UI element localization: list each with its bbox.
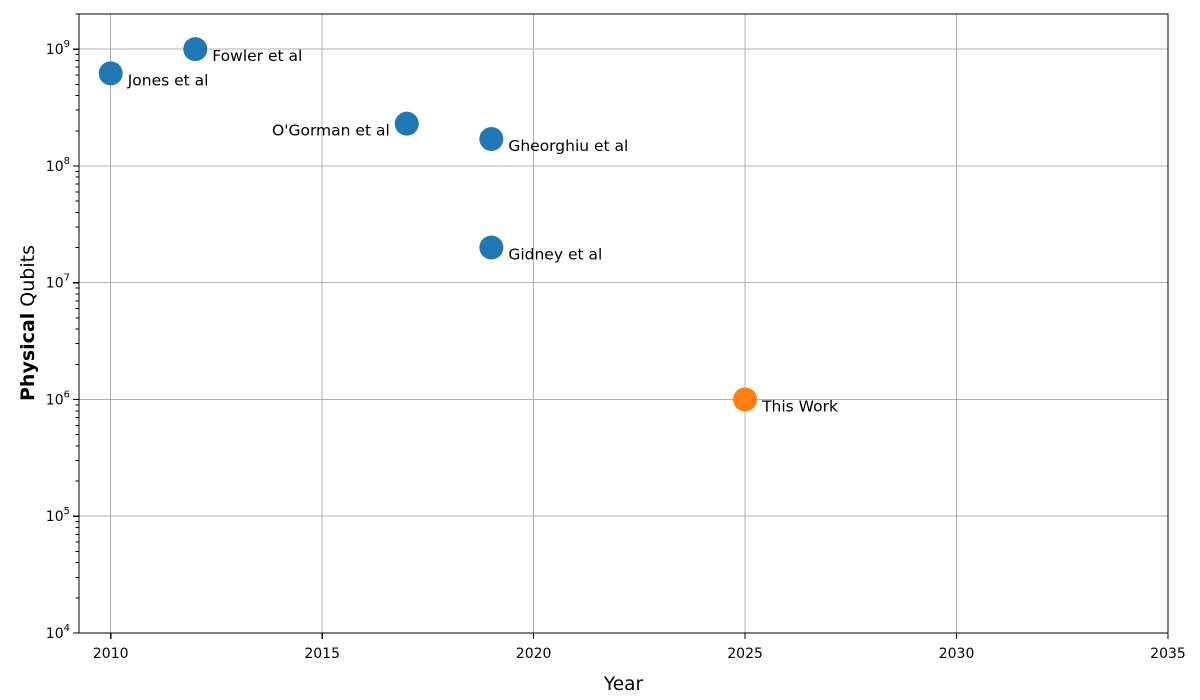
annotation-this-work: This Work [761,397,838,415]
x-tick-label-2015: 2015 [304,646,340,662]
annotation-gidney-et-al: Gidney et al [508,246,602,264]
x-tick-label-2025: 2025 [727,646,763,662]
y-axis-label-bold: Physical [17,312,39,401]
x-tick-label-2030: 2030 [939,646,975,662]
data-point-gheorghiu-et-al [479,127,504,152]
data-point-fowler-et-al [183,37,208,62]
annotation-fowler-et-al: Fowler et al [212,47,302,65]
x-tick-label-2035: 2035 [1150,646,1186,662]
data-point-gidney-et-al [479,235,504,260]
x-tick-label-2020: 2020 [516,646,552,662]
y-axis-label-rest: Qubits [17,245,39,307]
annotation-gheorghiu-et-al: Gheorghiu et al [508,137,628,155]
x-axis-label: Year [603,674,644,695]
data-point-o-gorman-et-al [394,111,419,136]
annotation-o-gorman-et-al: O'Gorman et al [272,122,390,140]
x-tick-label-2010: 2010 [93,646,129,662]
y-axis-label: Physical Qubits [17,245,39,401]
plot-spines [78,13,1169,634]
data-point-jones-et-al [98,61,123,86]
annotation-jones-et-al: Jones et al [127,71,209,89]
data-point-this-work [733,387,758,412]
